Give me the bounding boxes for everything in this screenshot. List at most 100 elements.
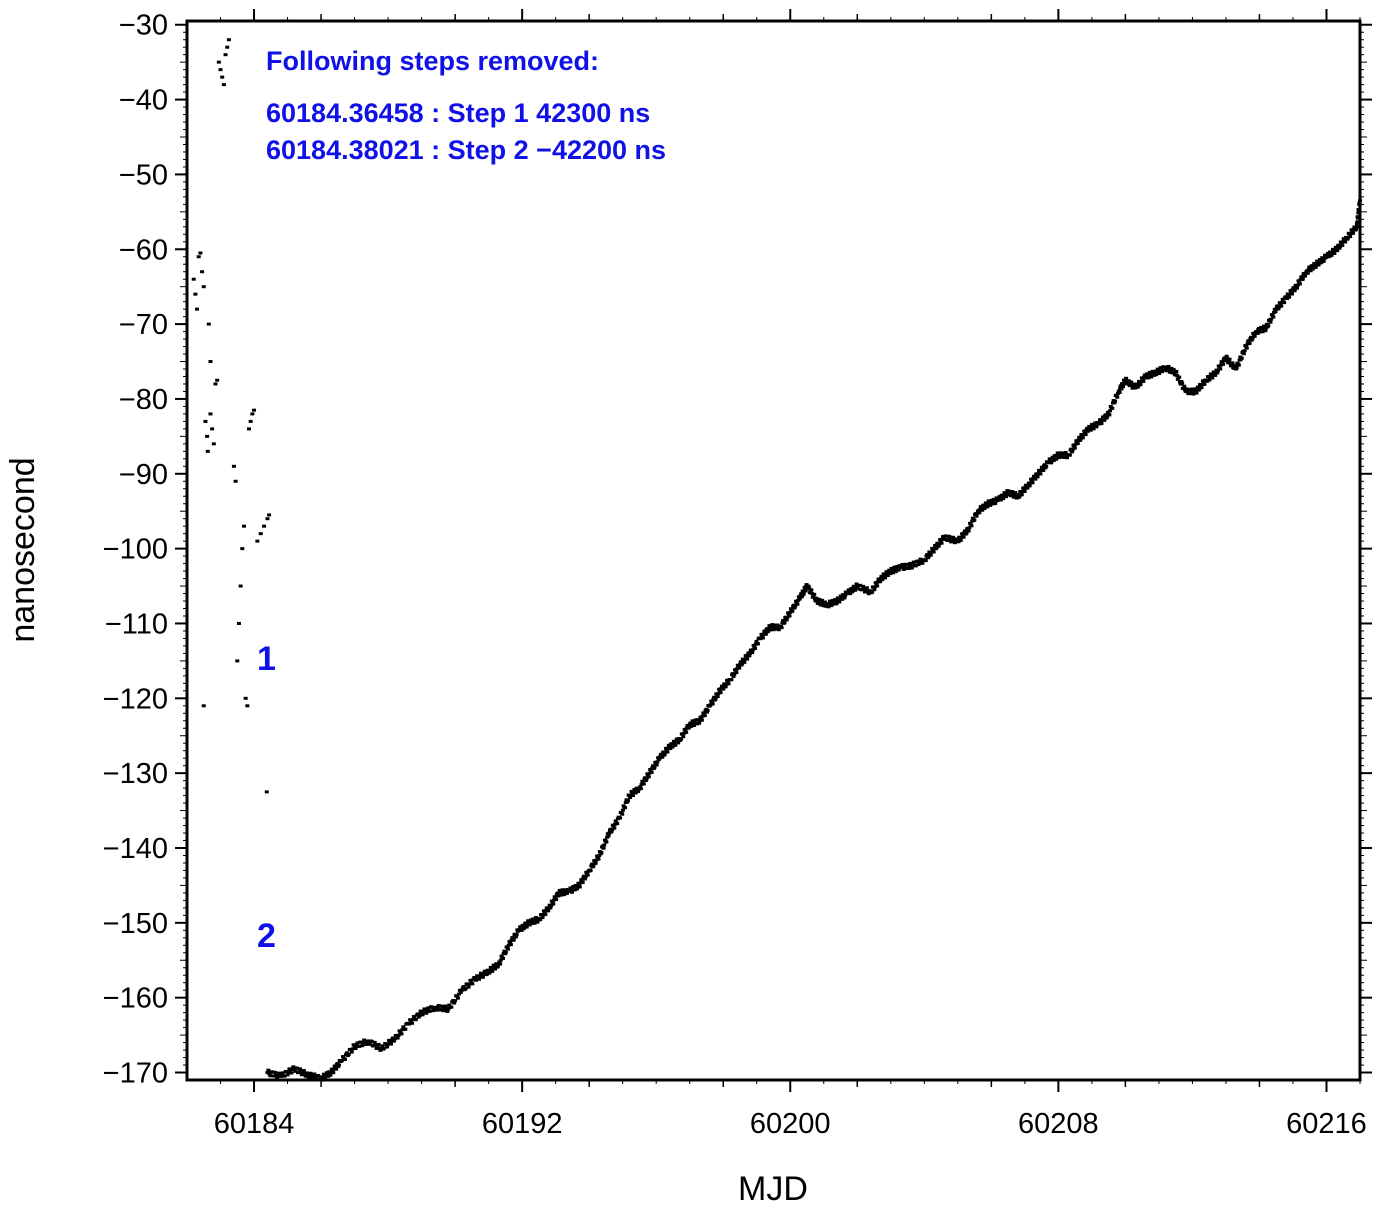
data-point: [972, 518, 977, 522]
data-point: [200, 270, 205, 274]
data-point: [1061, 452, 1066, 456]
data-point: [479, 973, 484, 977]
data-point: [928, 553, 933, 557]
data-point: [551, 902, 556, 906]
data-point: [954, 537, 959, 541]
data-point: [651, 764, 656, 768]
data-point: [641, 782, 646, 786]
data-point: [580, 880, 585, 884]
data-point: [350, 1047, 355, 1051]
data-point: [329, 1071, 334, 1075]
data-point: [477, 977, 482, 981]
data-point: [590, 862, 595, 866]
data-point: [514, 932, 519, 936]
data-point: [1141, 379, 1146, 383]
data-point: [929, 550, 934, 554]
data-point: [1266, 324, 1271, 328]
data-point: [1300, 277, 1305, 281]
data-point: [196, 255, 201, 259]
data-point: [267, 513, 272, 517]
data-point: [1105, 415, 1110, 419]
data-point: [577, 883, 582, 887]
data-point: [684, 730, 689, 734]
data-point: [753, 647, 758, 651]
data-point: [629, 789, 634, 793]
data-point: [1282, 301, 1287, 305]
data-point: [610, 828, 615, 832]
data-point: [1333, 245, 1338, 249]
data-point: [1150, 369, 1155, 373]
data-point: [686, 725, 691, 729]
data-point: [664, 748, 669, 752]
x-tick-label: 60216: [1286, 1108, 1367, 1140]
data-point: [628, 796, 633, 800]
data-point: [205, 434, 210, 438]
data-point: [1133, 386, 1138, 390]
data-point: [758, 637, 763, 641]
data-point: [1027, 484, 1032, 488]
data-point: [424, 1011, 429, 1015]
data-point: [1001, 494, 1006, 498]
data-point: [559, 893, 564, 897]
data-point: [203, 419, 208, 423]
data-point: [1091, 427, 1096, 431]
data-point: [588, 869, 593, 873]
data-point: [701, 711, 706, 715]
data-point: [951, 535, 956, 539]
data-point: [226, 38, 231, 42]
data-point: [822, 600, 827, 604]
plot-frame: [185, 19, 1362, 1082]
data-point: [1287, 295, 1292, 299]
data-point: [252, 408, 257, 412]
data-point: [619, 810, 624, 814]
data-point: [1082, 429, 1087, 433]
data-point: [690, 719, 695, 723]
data-point: [248, 419, 253, 423]
data-point: [542, 911, 547, 915]
data-point: [449, 1005, 454, 1009]
data-point: [208, 412, 213, 416]
data-point: [548, 906, 553, 910]
data-point: [478, 971, 483, 975]
data-point: [760, 636, 765, 640]
data-point: [854, 582, 859, 586]
data-point: [585, 873, 590, 877]
data-point: [1295, 286, 1300, 290]
data-point: [300, 1070, 305, 1074]
data-point: [236, 621, 241, 625]
data-point: [668, 747, 673, 751]
data-point: [1189, 391, 1194, 395]
data-point: [1208, 372, 1213, 376]
data-point: [643, 779, 648, 783]
data-point: [1241, 352, 1246, 356]
data-point: [853, 588, 858, 592]
data-point: [1277, 305, 1282, 309]
data-point: [779, 626, 784, 630]
data-point: [407, 1022, 412, 1026]
data-point: [923, 559, 928, 563]
data-point: [720, 684, 725, 688]
data-point: [513, 935, 518, 939]
data-point: [1157, 372, 1162, 376]
data-point: [364, 1042, 369, 1046]
data-point: [506, 947, 511, 951]
data-point: [391, 1039, 396, 1043]
data-point: [193, 292, 198, 296]
data-point: [745, 657, 750, 661]
data-point: [1255, 331, 1260, 335]
data-point: [993, 502, 998, 506]
data-point: [210, 427, 215, 431]
data-point: [434, 1008, 439, 1012]
data-point: [621, 804, 626, 808]
data-point: [546, 909, 551, 913]
data-point: [1327, 255, 1332, 259]
y-tick-label: −90: [119, 459, 168, 491]
data-point: [495, 964, 500, 968]
data-point: [574, 887, 579, 891]
data-point: [1318, 257, 1323, 261]
data-point: [1123, 378, 1128, 382]
data-point: [1315, 259, 1320, 263]
data-point: [420, 1013, 425, 1017]
data-point: [1207, 378, 1212, 382]
data-point: [307, 1075, 312, 1079]
